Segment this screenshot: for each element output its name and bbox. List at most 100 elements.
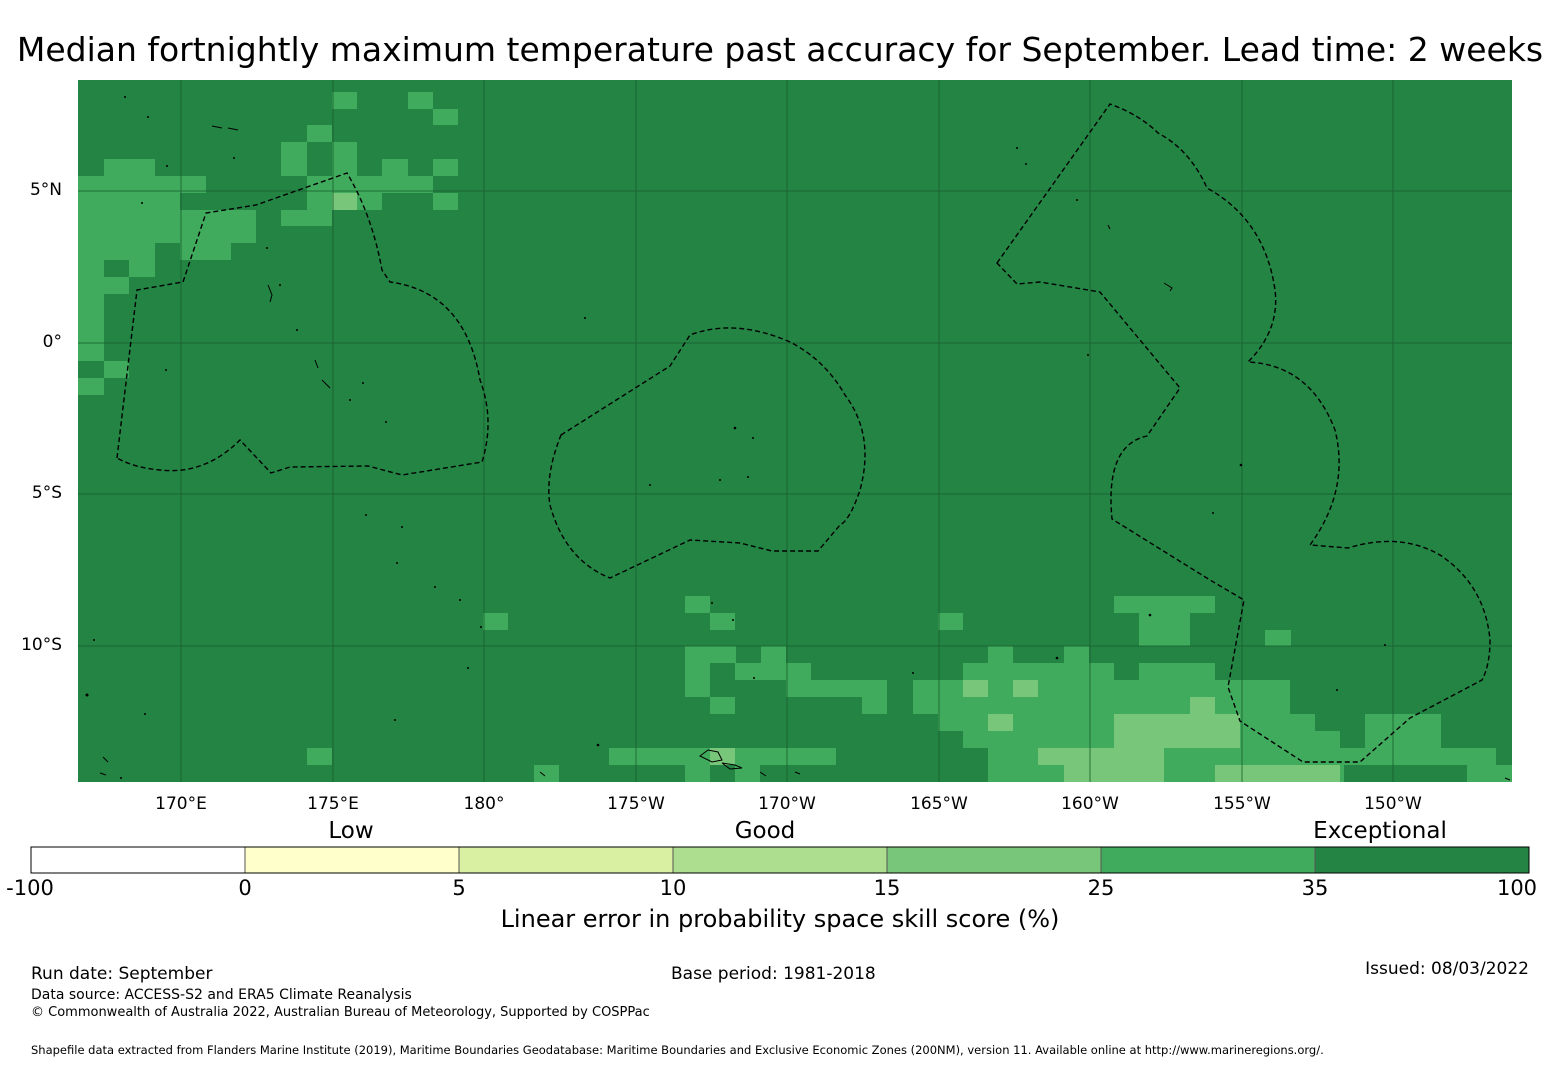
island-dot [1239, 463, 1243, 467]
category-good: Good [734, 818, 796, 844]
skill-patch [307, 748, 332, 765]
island-dots [85, 96, 1386, 779]
skill-patch [307, 125, 332, 142]
island-dot [1076, 199, 1078, 201]
island-dot [365, 514, 367, 516]
skill-patch [104, 361, 129, 378]
lat-label-5s: 5°S [31, 483, 62, 503]
island-dot [711, 602, 713, 604]
island-dot [1016, 147, 1018, 149]
island-dot [1212, 512, 1214, 514]
island-dot [459, 599, 461, 601]
skill-patch [1114, 714, 1240, 731]
skill-patch [1467, 765, 1512, 782]
skill-patch [129, 260, 155, 277]
skill-patch [963, 680, 988, 697]
eez-boundaries [116, 103, 1491, 763]
colorbar-frame [30, 846, 1530, 874]
colorbar-segment-10-15 [673, 847, 887, 873]
skill-patch [332, 142, 357, 176]
skill-patch [1013, 680, 1038, 697]
skill-patch [483, 613, 508, 630]
skill-patch [1190, 697, 1215, 714]
skill-patch [988, 646, 1013, 663]
island-outline [1163, 282, 1173, 292]
skill-patches-west [78, 92, 458, 395]
skill-patch [408, 92, 433, 109]
island-dot [394, 719, 396, 721]
skill-patch [1114, 731, 1240, 748]
data-source: Data source: ACCESS-S2 and ERA5 Climate … [31, 987, 412, 1003]
skill-patch [78, 294, 104, 361]
lon-label-160w: 160°W [1061, 794, 1119, 814]
island-dot [401, 526, 403, 528]
island-dot [165, 369, 167, 371]
lon-label-175w: 175°W [607, 794, 665, 814]
lon-label-165w: 165°W [910, 794, 968, 814]
lon-label-150w: 150°W [1364, 794, 1422, 814]
island-dot [1148, 613, 1152, 617]
run-date: Run date: September [31, 964, 213, 984]
island-dot [362, 382, 364, 384]
colorbar [30, 846, 1530, 874]
skill-patch-15-25 [332, 193, 357, 210]
skill-patch [307, 176, 433, 193]
island-outline [721, 762, 743, 770]
island-dot [584, 317, 586, 319]
skill-patch [534, 765, 559, 782]
island-dot [396, 562, 398, 564]
category-exceptional: Exceptional [1313, 818, 1447, 844]
island-outline [1107, 224, 1111, 230]
island-dot [753, 677, 755, 679]
skill-patch [1365, 714, 1441, 748]
skill-patch [862, 697, 887, 714]
colorbar-dividers [244, 847, 1316, 873]
skill-patch [78, 378, 104, 395]
island-dot [144, 713, 146, 715]
lon-label-170e: 170°E [155, 794, 207, 814]
island-dot [279, 284, 281, 286]
island-dot [349, 399, 351, 401]
tick-10: 10 [659, 876, 687, 900]
island-dot [141, 202, 143, 204]
skill-patch [786, 680, 887, 697]
tick-neg100: -100 [6, 876, 54, 900]
skill-patch [180, 210, 256, 243]
lat-label-0: 0° [42, 332, 62, 352]
skill-patch [685, 663, 710, 697]
island-dot [93, 639, 95, 641]
skill-patch [78, 193, 180, 243]
skill-patch [710, 697, 735, 714]
skill-patch [433, 159, 458, 176]
colorbar-segment-35-100 [1315, 847, 1529, 873]
tick-100: 100 [1496, 876, 1538, 900]
island-dot [480, 626, 482, 628]
eez-kiribati-gilbert [116, 172, 489, 476]
skill-patch [685, 646, 736, 663]
island-outline [267, 284, 331, 389]
skill-patch [1215, 765, 1340, 782]
skill-patch [1038, 748, 1164, 765]
island-dot [124, 96, 126, 98]
issued-date: Issued: 08/03/2022 [1365, 959, 1529, 979]
island-outline [759, 771, 801, 777]
lon-label-175e: 175°E [307, 794, 359, 814]
skill-patch [281, 210, 332, 226]
base-period: Base period: 1981-2018 [671, 964, 876, 984]
colorbar-segment-15-25 [887, 847, 1101, 873]
island-dot [85, 693, 89, 697]
island-outline [699, 749, 723, 763]
lat-label-10s: 10°S [21, 635, 62, 655]
skill-patch [1139, 613, 1190, 646]
skill-patch [735, 663, 811, 680]
island-dot [385, 421, 387, 423]
skill-patch [1064, 646, 1089, 663]
skill-patch [307, 193, 332, 210]
island-dot [747, 476, 749, 478]
island-dot [1087, 354, 1089, 356]
map-title: Median fortnightly maximum temperature p… [16, 30, 1544, 69]
island-outline [539, 771, 1511, 781]
skill-patch [357, 193, 382, 210]
island-dot [752, 437, 754, 439]
skill-patch [1265, 630, 1291, 646]
